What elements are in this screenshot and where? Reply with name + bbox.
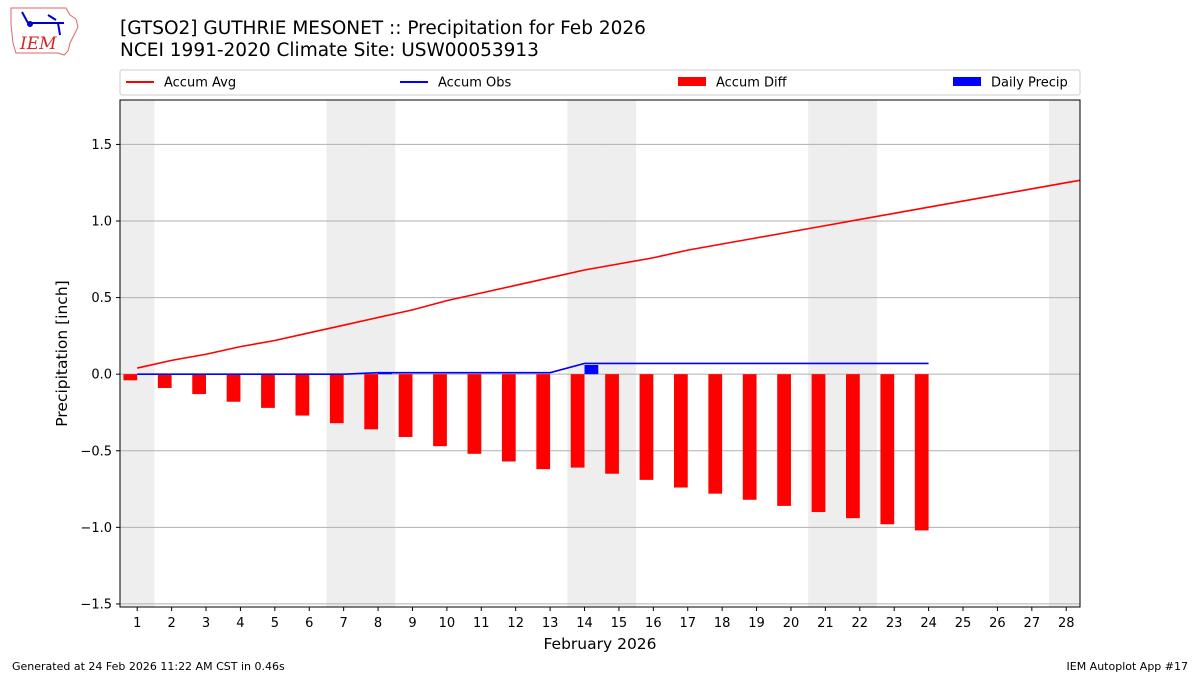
x-tick-label: 27 [1024, 616, 1041, 631]
x-tick-label: 2 [167, 616, 175, 631]
x-tick-label: 19 [748, 616, 765, 631]
y-axis-label: Precipitation [inch] [53, 280, 71, 426]
x-tick-label: 7 [340, 616, 348, 631]
x-tick-label: 15 [611, 616, 628, 631]
accum-diff-bar [295, 374, 310, 416]
footer-app: IEM Autoplot App #17 [1066, 660, 1189, 673]
accum-diff-bar [329, 374, 344, 424]
accum-diff-bar [536, 374, 551, 470]
legend-label: Accum Obs [438, 76, 511, 91]
x-tick-label: 25 [955, 616, 972, 631]
accum-diff-bar [467, 374, 482, 454]
legend-label: Daily Precip [991, 76, 1068, 91]
iem-logo: IEM [8, 5, 80, 61]
x-tick-label: 24 [920, 616, 937, 631]
accum-diff-bar [192, 374, 207, 395]
weekend-shade [601, 100, 637, 607]
accum-diff-bar [708, 374, 723, 494]
accum-diff-bar [501, 374, 516, 462]
x-tick-label: 28 [1058, 616, 1075, 631]
x-tick-label: 4 [236, 616, 244, 631]
x-tick-label: 10 [439, 616, 456, 631]
accum-diff-bar [742, 374, 757, 500]
x-tick-label: 1 [133, 616, 141, 631]
y-tick-label: 0.5 [91, 291, 112, 306]
x-tick-label: 14 [576, 616, 593, 631]
x-tick-label: 12 [507, 616, 524, 631]
accum-diff-bar [914, 374, 929, 531]
accum-diff-bar [777, 374, 791, 506]
plot-frame [119, 99, 1081, 608]
legend-swatch-2 [678, 77, 706, 86]
x-tick-label: 26 [989, 616, 1006, 631]
daily-precip-bar [584, 364, 599, 375]
legend-label: Accum Avg [164, 76, 236, 91]
title-line-2: NCEI 1991-2020 Climate Site: USW00053913 [120, 40, 539, 61]
legend-swatch-3 [953, 77, 981, 86]
accum-diff-bar [605, 374, 619, 474]
y-tick-label: −1.0 [80, 521, 112, 536]
weekend-shade [808, 100, 843, 607]
x-tick-label: 21 [817, 616, 834, 631]
weekend-shade [567, 100, 602, 607]
accum-diff-bar [639, 374, 654, 480]
svg-text:IEM: IEM [19, 34, 57, 54]
accum-diff-bar [846, 374, 860, 519]
weekend-shade [326, 100, 361, 607]
y-tick-label: 1.5 [91, 138, 112, 153]
accum-obs-line [137, 362, 929, 375]
accum-avg-line [137, 179, 1080, 369]
footer-generated: Generated at 24 Feb 2026 11:22 AM CST in… [12, 660, 285, 673]
y-tick-label: −0.5 [80, 444, 112, 459]
x-tick-label: 6 [305, 616, 313, 631]
x-tick-label: 16 [645, 616, 662, 631]
x-tick-label: 17 [679, 616, 696, 631]
x-tick-label: 3 [202, 616, 210, 631]
y-tick-label: −1.5 [80, 597, 112, 612]
accum-diff-bar [398, 374, 413, 437]
title-line-1: [GTSO2] GUTHRIE MESONET :: Precipitation… [120, 18, 646, 39]
plot-area [123, 179, 1080, 531]
weekend-shade [120, 100, 155, 607]
x-tick-label: 20 [783, 616, 800, 631]
accum-diff-bar [811, 374, 826, 513]
legend-label: Accum Diff [716, 76, 788, 91]
y-tick-label: 0.0 [91, 368, 112, 383]
accum-diff-bar [261, 374, 275, 408]
x-tick-label: 5 [271, 616, 279, 631]
accum-diff-bar [157, 374, 172, 388]
x-tick-label: 18 [714, 616, 731, 631]
accum-diff-bar [570, 374, 585, 468]
x-tick-label: 23 [886, 616, 903, 631]
accum-diff-bar [226, 374, 241, 402]
x-tick-label: 8 [374, 616, 382, 631]
legend [119, 69, 1081, 96]
accum-diff-bar [364, 374, 379, 430]
weekend-shade [842, 100, 877, 607]
accum-diff-bar [880, 374, 895, 525]
x-axis-label: February 2026 [543, 635, 656, 653]
weekend-shade [360, 100, 396, 607]
accum-diff-bar [123, 374, 138, 381]
x-tick-label: 11 [473, 616, 490, 631]
x-tick-label: 13 [542, 616, 559, 631]
chart-title: [GTSO2] GUTHRIE MESONET :: Precipitation… [120, 18, 646, 62]
y-tick-label: 1.0 [91, 215, 112, 230]
x-tick-label: 22 [852, 616, 869, 631]
weekend-shade [1049, 100, 1080, 607]
accum-diff-bar [673, 374, 688, 488]
x-tick-label: 9 [408, 616, 416, 631]
accum-diff-bar [433, 374, 447, 447]
